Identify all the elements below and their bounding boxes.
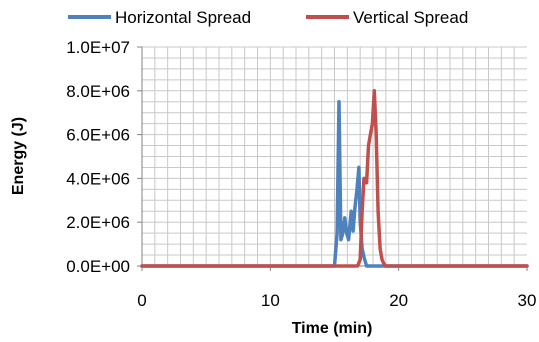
y-tick-label: 6.0E+06 [66,126,130,145]
legend-label-horizontal-spread: Horizontal Spread [115,8,251,27]
y-tick-label: 4.0E+06 [66,169,130,188]
legend-label-vertical-spread: Vertical Spread [353,8,468,27]
series-line-horizontal-spread [140,100,529,268]
x-tick-label: 10 [261,291,280,310]
series-lines [140,89,529,268]
axes [137,46,528,271]
y-axis-title: Energy (J) [10,117,27,195]
x-tick-label: 20 [389,291,408,310]
legend: Horizontal Spread Vertical Spread [68,8,468,27]
y-tick-label: 1.0E+07 [66,38,130,57]
x-axis-title: Time (min) [292,320,373,337]
y-tick-label: 8.0E+06 [66,82,130,101]
y-tick-label: 0.0E+00 [66,257,130,276]
series-line-vertical-spread [140,89,529,268]
tick-labels: 0.0E+00 2.0E+06 4.0E+06 6.0E+06 8.0E+06 1.0E+… [66,38,536,310]
y-tick-label: 2.0E+06 [66,213,130,232]
x-tick-label: 30 [518,291,537,310]
x-tick-label: 0 [137,291,146,310]
gridlines [142,46,527,266]
